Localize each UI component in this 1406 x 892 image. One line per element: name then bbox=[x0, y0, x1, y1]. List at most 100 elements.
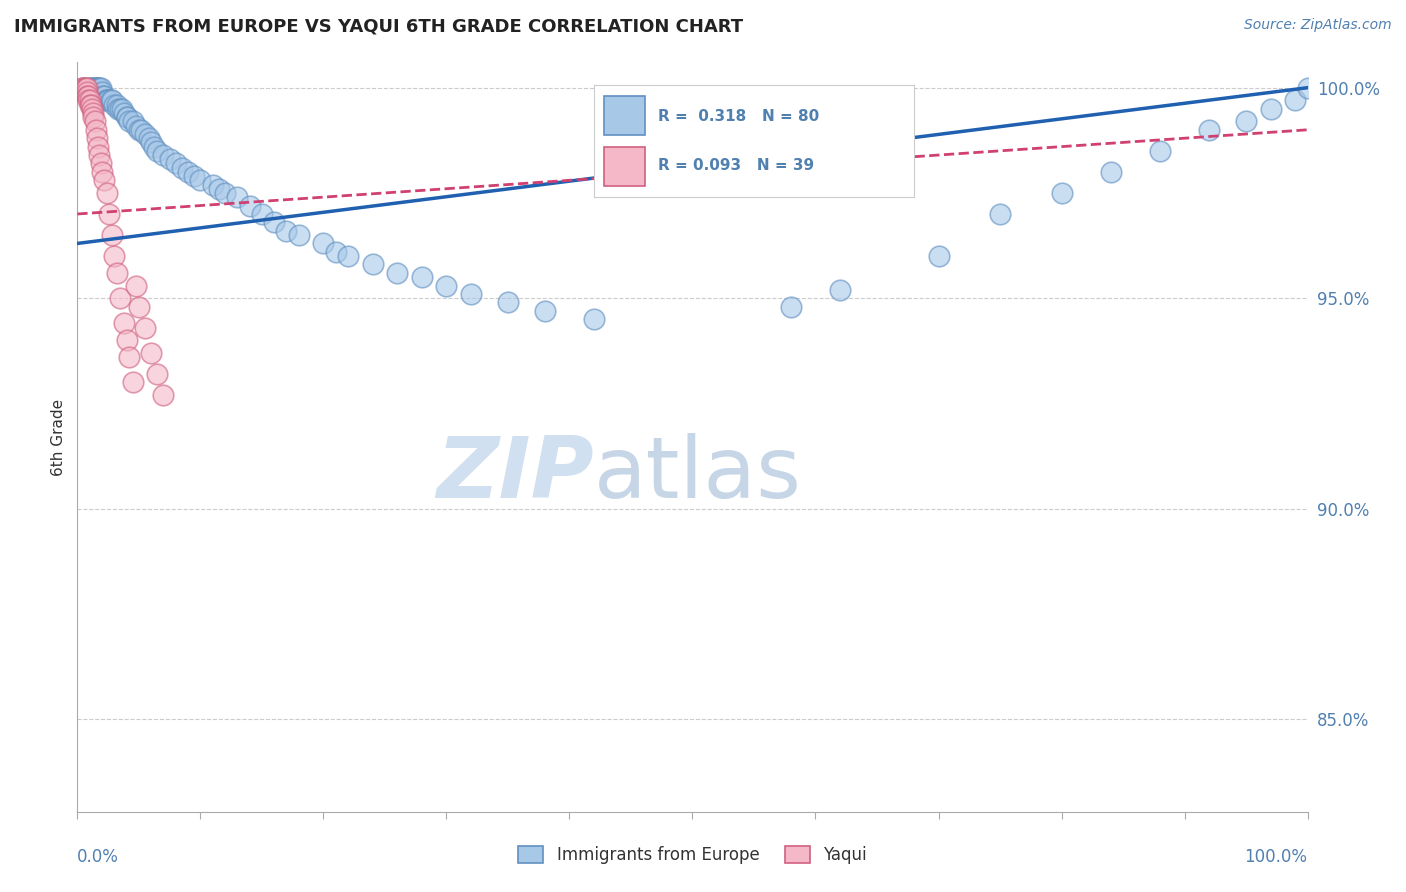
Point bbox=[87, 139, 110, 153]
Point bbox=[79, 93, 101, 107]
Point bbox=[1198, 123, 1220, 137]
Point bbox=[87, 80, 110, 95]
Point bbox=[312, 236, 335, 251]
Point bbox=[226, 190, 249, 204]
Point bbox=[988, 207, 1011, 221]
Point bbox=[214, 186, 236, 200]
Point bbox=[780, 300, 803, 314]
Point bbox=[337, 249, 360, 263]
Point bbox=[80, 97, 103, 112]
Point bbox=[101, 227, 124, 242]
Point bbox=[93, 89, 115, 103]
Point bbox=[121, 376, 143, 390]
Point bbox=[115, 110, 138, 124]
Point bbox=[1296, 80, 1319, 95]
Point bbox=[188, 173, 212, 187]
Point bbox=[73, 80, 96, 95]
Point bbox=[146, 144, 169, 158]
Point bbox=[79, 80, 101, 95]
Point bbox=[138, 131, 160, 145]
Point bbox=[76, 80, 98, 95]
Point bbox=[128, 123, 150, 137]
Point bbox=[94, 93, 117, 107]
Point bbox=[98, 207, 121, 221]
Point bbox=[72, 80, 94, 95]
Point bbox=[103, 249, 125, 263]
Point bbox=[141, 136, 163, 150]
Point bbox=[70, 80, 93, 95]
Point bbox=[90, 85, 114, 99]
Point bbox=[90, 156, 112, 170]
Point bbox=[84, 80, 107, 95]
Point bbox=[411, 270, 433, 285]
Point bbox=[112, 317, 135, 331]
Point bbox=[89, 148, 111, 162]
Point bbox=[107, 102, 129, 116]
Point bbox=[111, 102, 132, 116]
Point bbox=[86, 131, 108, 145]
Point bbox=[385, 266, 409, 280]
Point bbox=[110, 102, 132, 116]
Point bbox=[96, 186, 118, 200]
Point bbox=[82, 80, 104, 95]
Text: 0.0%: 0.0% bbox=[77, 848, 120, 866]
Point bbox=[361, 258, 384, 272]
Point bbox=[152, 148, 174, 162]
Point bbox=[239, 198, 262, 212]
Point bbox=[460, 287, 482, 301]
Point bbox=[90, 80, 112, 95]
Point bbox=[97, 93, 120, 107]
Point bbox=[125, 278, 148, 293]
Point bbox=[82, 80, 104, 95]
Point bbox=[97, 93, 120, 107]
Point bbox=[201, 178, 224, 192]
Text: atlas: atlas bbox=[595, 433, 801, 516]
Point bbox=[534, 303, 557, 318]
Point bbox=[112, 106, 135, 120]
Point bbox=[93, 173, 115, 187]
Point bbox=[105, 97, 128, 112]
Point bbox=[91, 89, 114, 103]
Point bbox=[288, 227, 311, 242]
Legend: Immigrants from Europe, Yaqui: Immigrants from Europe, Yaqui bbox=[512, 839, 873, 871]
Point bbox=[325, 244, 347, 259]
Point bbox=[134, 127, 156, 141]
Point bbox=[118, 350, 141, 364]
Point bbox=[1099, 165, 1122, 179]
Point bbox=[208, 182, 231, 196]
Point bbox=[103, 97, 125, 112]
Point bbox=[89, 80, 111, 95]
Point bbox=[77, 93, 100, 107]
Point bbox=[128, 300, 150, 314]
Point bbox=[165, 156, 187, 170]
Point bbox=[90, 165, 114, 179]
Point bbox=[82, 110, 104, 124]
Point bbox=[115, 333, 138, 347]
Point bbox=[121, 114, 143, 128]
Point bbox=[170, 161, 193, 175]
Point bbox=[79, 97, 101, 112]
Point bbox=[82, 106, 104, 120]
Point bbox=[1260, 102, 1282, 116]
Text: ZIP: ZIP bbox=[436, 433, 595, 516]
Point bbox=[141, 346, 163, 360]
Point bbox=[125, 119, 148, 133]
Point bbox=[159, 153, 181, 167]
Point bbox=[830, 283, 852, 297]
Point bbox=[146, 367, 169, 381]
Point bbox=[436, 278, 458, 293]
Point bbox=[1284, 93, 1306, 107]
Point bbox=[110, 291, 132, 305]
Point bbox=[263, 215, 285, 229]
Point bbox=[177, 165, 200, 179]
Point bbox=[1234, 114, 1257, 128]
Point bbox=[276, 224, 298, 238]
Point bbox=[183, 169, 205, 183]
Point bbox=[75, 80, 97, 95]
Point bbox=[84, 123, 107, 137]
Point bbox=[84, 80, 107, 95]
Point bbox=[96, 93, 118, 107]
Point bbox=[129, 123, 153, 137]
Point bbox=[83, 114, 105, 128]
Point bbox=[76, 89, 98, 103]
